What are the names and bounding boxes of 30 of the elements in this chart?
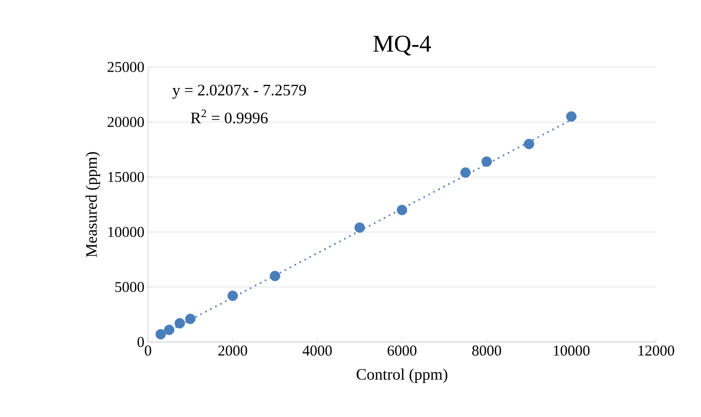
y-tick-label: 20000	[108, 116, 144, 128]
x-axis-title: Control (ppm)	[356, 368, 448, 384]
x-tick-label: 6000	[388, 346, 416, 356]
x-tick-label: 12000	[638, 346, 674, 356]
y-tick-label: 5000	[115, 282, 144, 292]
point	[164, 324, 174, 336]
chart-title: MQ-4	[373, 36, 431, 56]
y-tick-label: 15000	[108, 172, 144, 182]
point	[481, 156, 492, 167]
point	[524, 138, 534, 150]
y-tick-label: 25000	[108, 62, 144, 72]
x-tick-label: 10000	[554, 346, 590, 356]
x-tick-label: 4000	[302, 346, 332, 356]
x-tick-label: 8000	[472, 346, 502, 356]
y-tick-label: 0	[138, 336, 144, 348]
point	[566, 111, 577, 122]
y-tick-label: 10000	[108, 226, 144, 238]
point	[460, 167, 471, 178]
x-tick-label: 2000	[218, 346, 248, 356]
point	[396, 204, 408, 216]
y-axis-title: Measured (ppm)	[86, 152, 100, 258]
annotation: R$^{2}$ = 0.9996	[190, 110, 268, 124]
point	[174, 318, 185, 328]
x-tick-label: 0	[144, 346, 152, 356]
point	[156, 329, 166, 340]
annotation: y = 2.0207x - 7.2579	[172, 84, 306, 99]
point	[270, 270, 280, 282]
point	[185, 314, 196, 324]
point	[227, 290, 238, 301]
point	[354, 222, 365, 233]
